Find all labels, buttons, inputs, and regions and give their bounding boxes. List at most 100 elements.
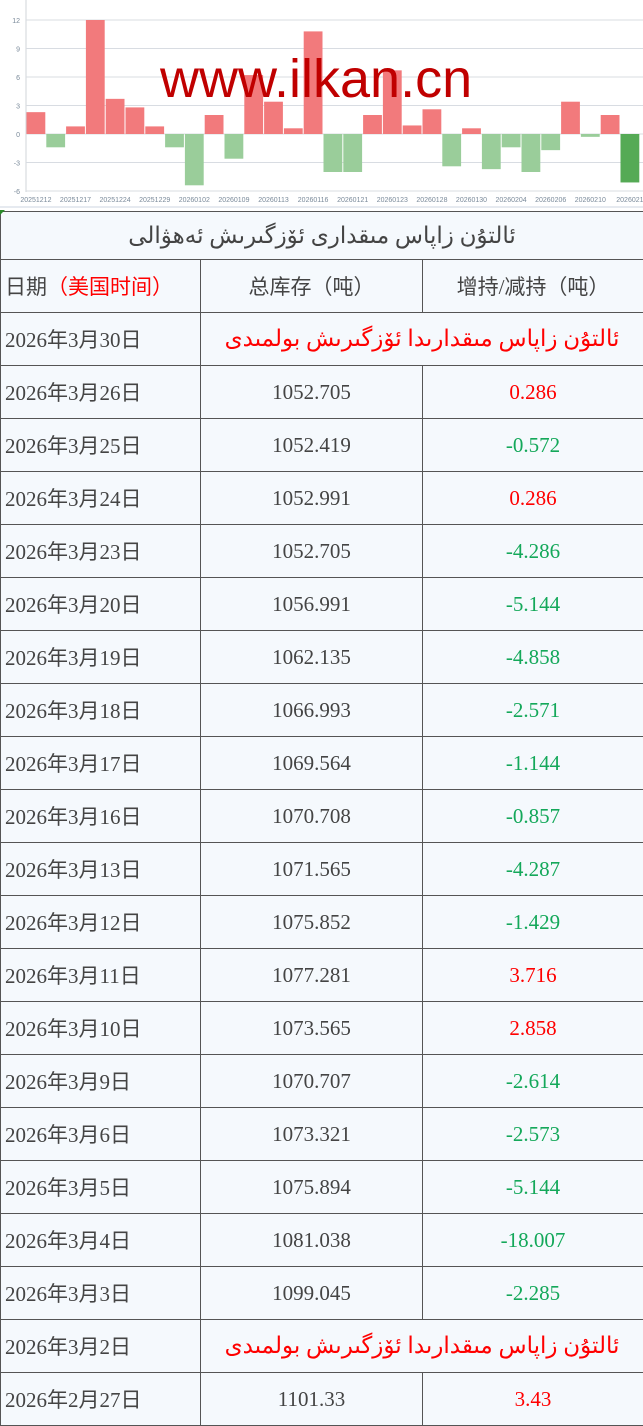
bar xyxy=(185,134,204,185)
row-change: -18.007 xyxy=(423,1214,643,1267)
y-tick-label: 0 xyxy=(16,132,20,139)
bar xyxy=(423,109,442,134)
row-change: -4.858 xyxy=(423,631,643,684)
divider xyxy=(0,206,643,208)
row-total: 1073.321 xyxy=(201,1108,423,1161)
row-date: 2026年3月9日 xyxy=(1,1055,201,1108)
row-date: 2026年3月24日 xyxy=(1,472,201,525)
row-total: 1069.564 xyxy=(201,737,423,790)
x-tick-label: 20260102 xyxy=(179,197,210,204)
row-total: 1075.852 xyxy=(201,896,423,949)
row-date: 2026年3月6日 xyxy=(1,1108,201,1161)
row-date: 2026年3月2日 xyxy=(1,1320,201,1373)
x-tick-label: 20260109 xyxy=(218,197,249,204)
bar xyxy=(343,134,362,172)
bar xyxy=(225,134,244,159)
table-title: ئالتۇن زاپاس مىقدارى ئۆزگىرىش ئەھۋالى xyxy=(1,212,643,260)
row-change: -1.429 xyxy=(423,896,643,949)
x-tick-label: 20260204 xyxy=(496,197,527,204)
row-total: 1052.705 xyxy=(201,525,423,578)
header-change: 增持/减持（吨） xyxy=(423,260,643,313)
row-total: 1052.419 xyxy=(201,419,423,472)
row-change: 0.286 xyxy=(423,366,643,419)
bar xyxy=(284,128,303,134)
x-tick-label: 20260206 xyxy=(535,197,566,204)
bar xyxy=(145,126,164,134)
row-change: -0.857 xyxy=(423,790,643,843)
header-date: 日期（美国时间） xyxy=(1,260,201,313)
row-total: 1073.565 xyxy=(201,1002,423,1055)
row-total: 1070.707 xyxy=(201,1055,423,1108)
bar xyxy=(324,134,343,172)
bar xyxy=(165,134,184,147)
bar xyxy=(86,20,105,134)
bar xyxy=(126,107,145,134)
row-date: 2026年3月20日 xyxy=(1,578,201,631)
row-change: -0.572 xyxy=(423,419,643,472)
x-tick-label: 20251229 xyxy=(139,197,170,204)
row-change: -5.144 xyxy=(423,578,643,631)
bar xyxy=(363,115,382,134)
bar xyxy=(522,134,541,172)
header-date-label: 日期 xyxy=(5,275,47,299)
x-tick-label: 20251217 xyxy=(60,197,91,204)
bar xyxy=(621,134,640,182)
row-date: 2026年3月17日 xyxy=(1,737,201,790)
row-change: -2.285 xyxy=(423,1267,643,1320)
row-change: 3.716 xyxy=(423,949,643,1002)
table-title-row: ئالتۇن زاپاس مىقدارى ئۆزگىرىش ئەھۋالى xyxy=(1,212,643,260)
row-change: -1.144 xyxy=(423,737,643,790)
y-tick-label: 9 xyxy=(16,47,20,54)
row-total: 1066.993 xyxy=(201,684,423,737)
row-date: 2026年3月3日 xyxy=(1,1267,201,1320)
row-total: 1099.045 xyxy=(201,1267,423,1320)
x-tick-label: 20260116 xyxy=(298,197,329,204)
row-change: -2.614 xyxy=(423,1055,643,1108)
row-change: 0.286 xyxy=(423,472,643,525)
row-date: 2026年3月12日 xyxy=(1,896,201,949)
row-date: 2026年3月13日 xyxy=(1,843,201,896)
row-change: -4.286 xyxy=(423,525,643,578)
bar xyxy=(106,99,125,134)
row-date: 2026年3月4日 xyxy=(1,1214,201,1267)
row-change: 2.858 xyxy=(423,1002,643,1055)
row-total: 1075.894 xyxy=(201,1161,423,1214)
x-tick-label: 20260113 xyxy=(258,197,289,204)
bar xyxy=(442,134,461,166)
bar xyxy=(403,125,422,134)
no-change-note: ئالتۇن زاپاس مىقدارىدا ئۆزگىرىش بولمىدى xyxy=(201,313,643,366)
corner-marker xyxy=(0,210,5,215)
row-total: 1081.038 xyxy=(201,1214,423,1267)
row-date: 2026年3月10日 xyxy=(1,1002,201,1055)
row-change: -4.287 xyxy=(423,843,643,896)
bar xyxy=(482,134,501,169)
row-change: 3.43 xyxy=(423,1373,643,1426)
row-total: 1062.135 xyxy=(201,631,423,684)
row-date: 2026年3月26日 xyxy=(1,366,201,419)
row-change: -5.144 xyxy=(423,1161,643,1214)
x-tick-label: 20260210 xyxy=(575,197,606,204)
bar xyxy=(581,134,600,137)
x-tick-label: 20260123 xyxy=(377,197,408,204)
y-tick-label: -6 xyxy=(14,189,20,196)
y-tick-label: 3 xyxy=(16,104,20,111)
bar xyxy=(205,115,224,134)
bar xyxy=(601,115,620,134)
row-total: 1101.33 xyxy=(201,1373,423,1426)
bar xyxy=(502,134,521,147)
